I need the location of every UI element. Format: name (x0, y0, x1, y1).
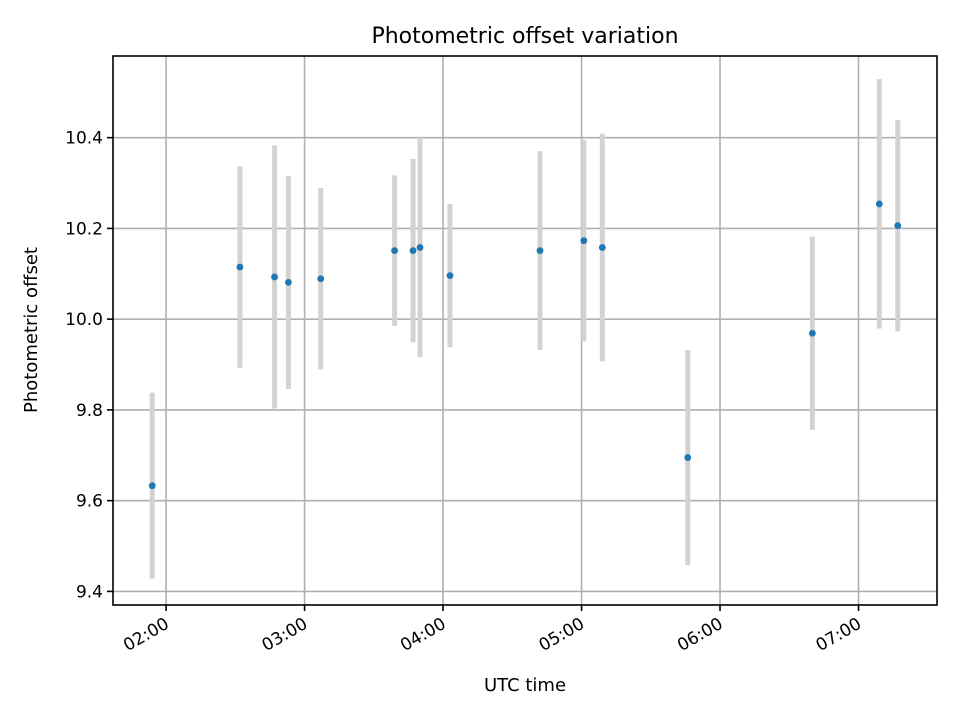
data-point (875, 200, 883, 208)
plot-frame (112, 55, 938, 606)
data-point (894, 222, 902, 230)
data-point (285, 279, 292, 286)
y-tick-label: 9.8 (76, 401, 103, 421)
data-point (580, 237, 588, 245)
data-point (446, 272, 454, 279)
y-tick-label: 9.4 (76, 582, 103, 602)
data-point (598, 244, 606, 251)
y-tick-label: 10.0 (65, 310, 103, 330)
data-point (409, 247, 417, 255)
data-point (536, 247, 544, 255)
y-tick-label: 10.2 (65, 219, 103, 239)
data-point (236, 263, 244, 271)
data-points (148, 200, 902, 490)
x-axis-label: UTC time (484, 675, 566, 696)
grid-lines (113, 56, 937, 605)
data-point (391, 247, 398, 255)
data-point (684, 454, 692, 461)
data-point (271, 273, 278, 281)
data-point (317, 275, 325, 283)
chart-title: Photometric offset variation (371, 24, 678, 49)
y-tick-label: 9.6 (76, 492, 103, 512)
data-point (148, 482, 156, 490)
data-point (808, 329, 816, 337)
y-tick-label: 10.4 (65, 129, 103, 149)
y-axis-label: Photometric offset (21, 247, 42, 413)
data-point (416, 244, 424, 251)
